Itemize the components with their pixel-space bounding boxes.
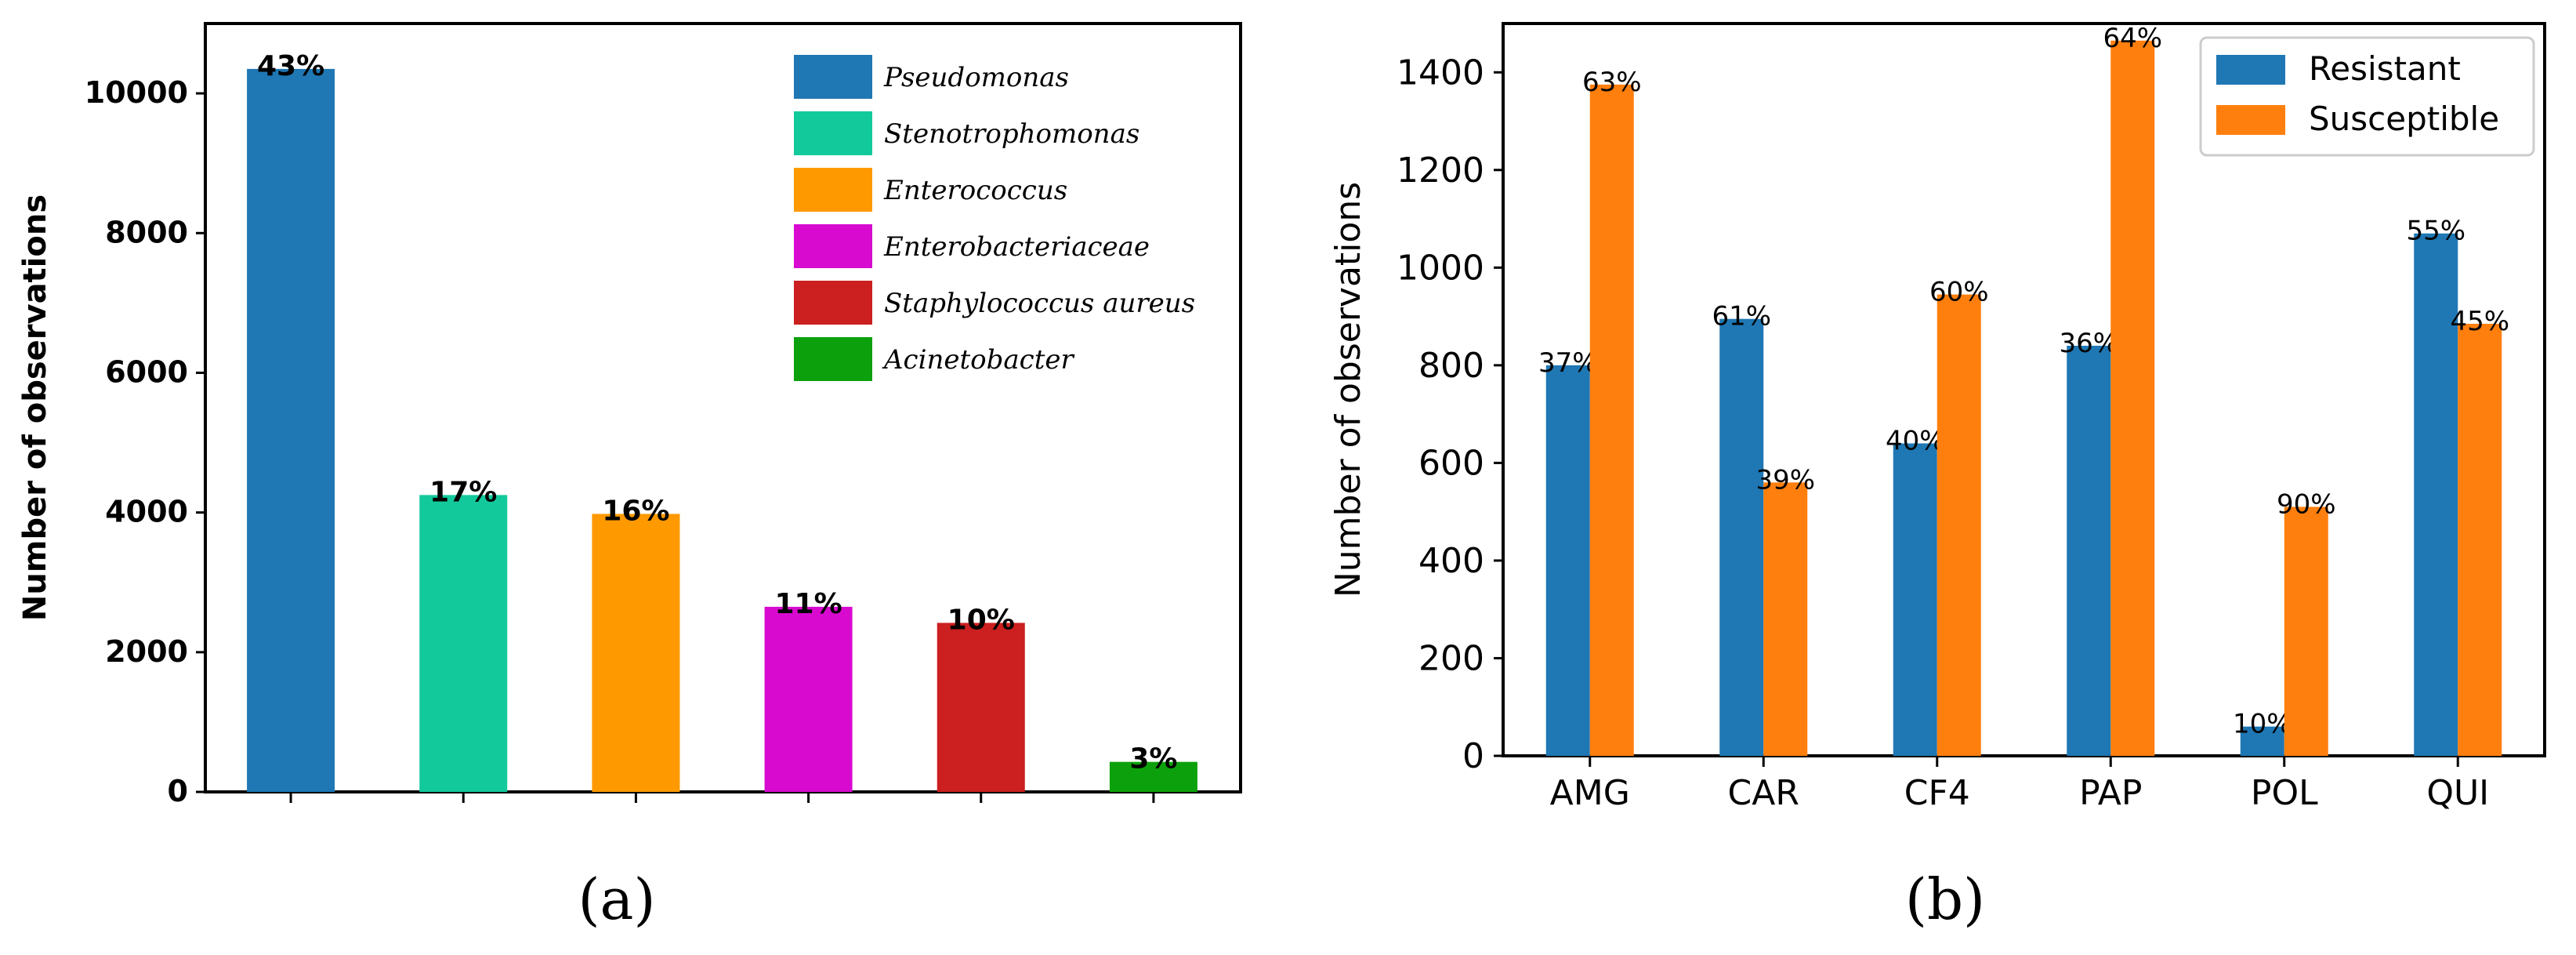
legend-label: Enterobacteriaceae [883, 231, 1150, 263]
y-tick-label: 0 [1462, 736, 1484, 776]
x-tick-label: AMG [1550, 773, 1630, 813]
legend-label: Pseudomonas [883, 62, 1069, 93]
legend-label: Resistant [2309, 49, 2461, 88]
legend-label: Enterococcus [883, 175, 1067, 206]
bar [1937, 294, 1981, 757]
y-axis-label: Number of observations [17, 194, 53, 621]
y-tick-label: 10000 [85, 75, 188, 110]
bar [2284, 507, 2328, 756]
plot-frame [1502, 22, 2546, 757]
y-axis-label: Number of observations [1328, 182, 1368, 597]
legend-swatch [2216, 55, 2285, 85]
legend-swatch [794, 111, 872, 155]
y-tick-label: 2000 [105, 634, 188, 669]
y-tick-label: 400 [1418, 541, 1484, 581]
bar-value-label: 55% [2406, 216, 2465, 247]
bar-value-label: 40% [1886, 425, 1945, 456]
bar [2458, 323, 2502, 756]
bar [937, 623, 1025, 792]
bar-value-label: 39% [1755, 464, 1815, 496]
legend-label: Susceptible [2309, 100, 2499, 138]
bar-value-label: 16% [602, 495, 669, 527]
bar [1589, 84, 1634, 757]
y-tick-label: 6000 [105, 354, 188, 389]
bar [2414, 233, 2458, 756]
bar [247, 68, 335, 793]
x-tick-label: CAR [1728, 773, 1799, 813]
bar [2067, 345, 2111, 757]
y-tick-label: 0 [168, 774, 188, 808]
bar [1109, 761, 1197, 792]
x-tick-label: QUI [2426, 773, 2489, 813]
y-tick-label: 1400 [1397, 53, 1484, 93]
legend-swatch [2216, 105, 2285, 135]
bar-value-label: 43% [257, 50, 324, 82]
bar-value-label: 61% [1712, 301, 1771, 332]
bar-value-label: 37% [1538, 347, 1598, 379]
x-tick-label: POL [2251, 773, 2318, 813]
y-tick-label: 8000 [105, 215, 188, 249]
bar-value-label: 3% [1129, 743, 1177, 775]
legend-swatch [794, 224, 872, 268]
y-tick-label: 1000 [1397, 248, 1484, 288]
legend-label: Staphylococcus aureus [884, 288, 1195, 319]
bar-value-label: 63% [1582, 67, 1642, 98]
y-tick-label: 200 [1418, 638, 1484, 678]
bar-value-label: 17% [429, 476, 497, 508]
bar-value-label: 10% [947, 604, 1015, 636]
bar-value-label: 36% [2059, 328, 2118, 359]
legend-swatch [794, 168, 872, 212]
bar [1719, 318, 1764, 756]
bar [2110, 40, 2155, 756]
chart-b: 0 200 400 600 800 1000 1200 1400 Number of obser… [1328, 22, 2546, 813]
bar [764, 606, 853, 792]
y-tick-label: 800 [1418, 346, 1484, 386]
bar-value-label: 90% [2277, 488, 2336, 520]
legend-swatch [794, 337, 872, 381]
chart-a: 0 2000 4000 6000 8000 10000 Number of observat… [17, 22, 1242, 808]
panel-label-b: (b) [1905, 866, 1985, 932]
y-tick-label: 600 [1418, 443, 1484, 483]
legend-label: Stenotrophomonas [884, 118, 1139, 150]
bar-value-label: 60% [1929, 277, 1989, 308]
bar [592, 514, 680, 792]
y-tick-label: 1200 [1397, 151, 1484, 191]
bar [1545, 365, 1590, 756]
bar [2240, 726, 2284, 756]
bar-value-label: 45% [2450, 306, 2509, 337]
bar-value-label: 64% [2103, 23, 2162, 54]
x-tick-label: PAP [2079, 773, 2142, 813]
bar [1893, 443, 1937, 756]
legend-swatch [794, 281, 872, 325]
x-tick-label: CF4 [1904, 773, 1970, 813]
bar [419, 495, 508, 792]
plot-frame [204, 22, 1242, 793]
panel-label-a: (a) [578, 866, 655, 932]
bar-value-label: 11% [774, 588, 842, 620]
y-tick-label: 4000 [105, 495, 188, 529]
bar-value-label: 10% [2233, 709, 2292, 740]
bar [1763, 482, 1808, 756]
legend-swatch [794, 55, 872, 99]
legend-label: Acinetobacter [882, 344, 1074, 376]
